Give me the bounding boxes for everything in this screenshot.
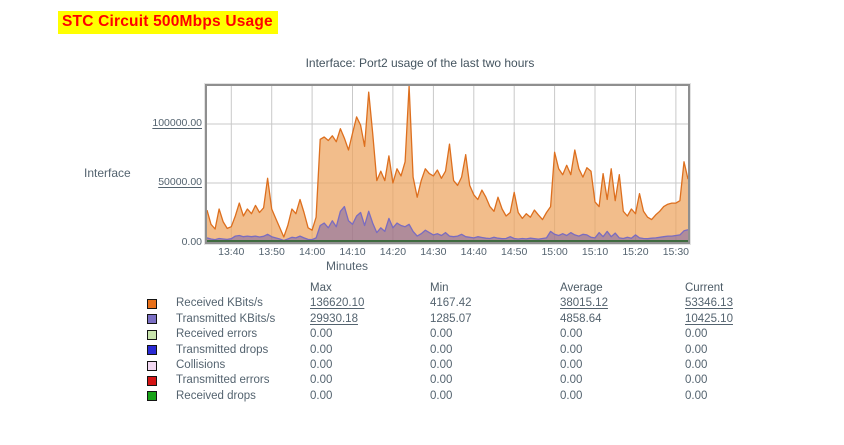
x-axis-tick-label: 13:50 bbox=[258, 246, 285, 258]
x-axis-tick-label: 13:40 bbox=[218, 246, 245, 258]
x-axis-tick-label: 14:30 bbox=[420, 246, 447, 258]
legend-row: Received errors 0.00 0.00 0.00 0.00 bbox=[0, 328, 844, 343]
legend-value: 0.00 bbox=[430, 328, 453, 341]
x-axis-tick-label: 15:20 bbox=[622, 246, 649, 258]
legend-value: 4167.42 bbox=[430, 297, 472, 310]
legend-value: 10425.10 bbox=[685, 312, 733, 325]
legend-value: 0.00 bbox=[430, 389, 453, 402]
legend-series-label: Received drops bbox=[176, 389, 256, 402]
x-axis-tick-label: 15:00 bbox=[541, 246, 568, 258]
interface-axis-label: Interface bbox=[84, 166, 131, 180]
legend-value: 53346.13 bbox=[685, 297, 733, 310]
x-axis-title: Minutes bbox=[325, 259, 369, 273]
legend-col-header: Average bbox=[560, 282, 603, 294]
x-axis-tick-label: 15:10 bbox=[581, 246, 609, 258]
legend-value: 0.00 bbox=[560, 374, 583, 387]
legend-row: Transmitted KBits/s 29930.18 1285.07 4858.6… bbox=[0, 313, 844, 328]
legend-value: 0.00 bbox=[310, 359, 333, 371]
legend-col-header: Current bbox=[685, 282, 724, 294]
chart-title: Interface: Port2 usage of the last two h… bbox=[305, 56, 535, 70]
legend-value: 0.00 bbox=[310, 343, 333, 356]
x-axis-tick-label: 14:40 bbox=[460, 246, 487, 258]
legend-series-label: Transmitted errors bbox=[176, 374, 270, 387]
legend-value: 0.00 bbox=[560, 359, 583, 371]
legend-row: Transmitted drops 0.00 0.00 0.00 0.00 bbox=[0, 344, 844, 359]
legend-swatch bbox=[147, 345, 157, 356]
page-heading: STC Circuit 500Mbps Usage bbox=[58, 11, 278, 34]
legend-value: 0.00 bbox=[560, 389, 583, 402]
legend-series-label: Transmitted KBits/s bbox=[176, 312, 276, 325]
legend-series-label: Collisions bbox=[176, 359, 226, 371]
legend-value: 0.00 bbox=[685, 389, 708, 402]
x-axis-tick-label: 14:00 bbox=[298, 246, 326, 258]
legend-value: 136620.10 bbox=[310, 297, 365, 310]
plot-area bbox=[205, 84, 690, 244]
x-axis-tick-label: 14:10 bbox=[339, 246, 366, 258]
legend-value: 0.00 bbox=[685, 374, 708, 387]
legend-value: 0.00 bbox=[430, 359, 453, 371]
legend-value: 0.00 bbox=[685, 343, 708, 356]
legend-series-label: Transmitted drops bbox=[176, 343, 269, 356]
legend-value: 29930.18 bbox=[310, 312, 358, 325]
legend-value: 0.00 bbox=[310, 389, 333, 402]
legend-value: 0.00 bbox=[430, 374, 453, 387]
legend-value: 4858.64 bbox=[560, 312, 602, 325]
legend-value: 0.00 bbox=[430, 343, 453, 356]
legend-swatch bbox=[147, 391, 157, 402]
legend-col-header: Min bbox=[430, 282, 449, 294]
legend-row: Received drops 0.00 0.00 0.00 0.00 bbox=[0, 390, 844, 405]
legend-swatch bbox=[147, 298, 157, 309]
legend-value: 1285.07 bbox=[430, 312, 472, 325]
y-axis-tick-label: 100000.00 bbox=[152, 117, 202, 130]
legend-swatch bbox=[147, 360, 157, 371]
legend-value: 38015.12 bbox=[560, 297, 608, 310]
y-axis-tick-label: 0.00 bbox=[181, 235, 202, 248]
legend-swatch bbox=[147, 314, 157, 325]
x-axis-tick-label: 15:30 bbox=[662, 246, 689, 258]
legend-swatch bbox=[147, 375, 157, 386]
legend-header-row: Max Min Average Current bbox=[0, 282, 844, 297]
legend-value: 0.00 bbox=[310, 374, 333, 387]
legend-value: 0.00 bbox=[560, 343, 583, 356]
legend-value: 0.00 bbox=[685, 328, 708, 341]
x-axis-tick-label: 14:50 bbox=[501, 246, 528, 258]
legend-col-header: Max bbox=[310, 282, 332, 294]
legend-value: 0.00 bbox=[310, 328, 333, 341]
legend-row: Transmitted errors 0.00 0.00 0.00 0.00 bbox=[0, 374, 844, 389]
legend-row: Collisions 0.00 0.00 0.00 0.00 bbox=[0, 359, 844, 374]
legend-series-label: Received errors bbox=[176, 328, 258, 341]
y-axis-tick-label: 50000.00 bbox=[158, 176, 202, 189]
legend-row: Received KBits/s 136620.10 4167.42 38015.12… bbox=[0, 297, 844, 312]
legend-value: 0.00 bbox=[560, 328, 583, 341]
legend-series-label: Received KBits/s bbox=[176, 297, 263, 310]
legend-value: 0.00 bbox=[685, 359, 708, 371]
x-axis-tick-label: 14:20 bbox=[379, 246, 407, 258]
legend-swatch bbox=[147, 329, 157, 340]
usage-area-chart bbox=[207, 86, 688, 242]
